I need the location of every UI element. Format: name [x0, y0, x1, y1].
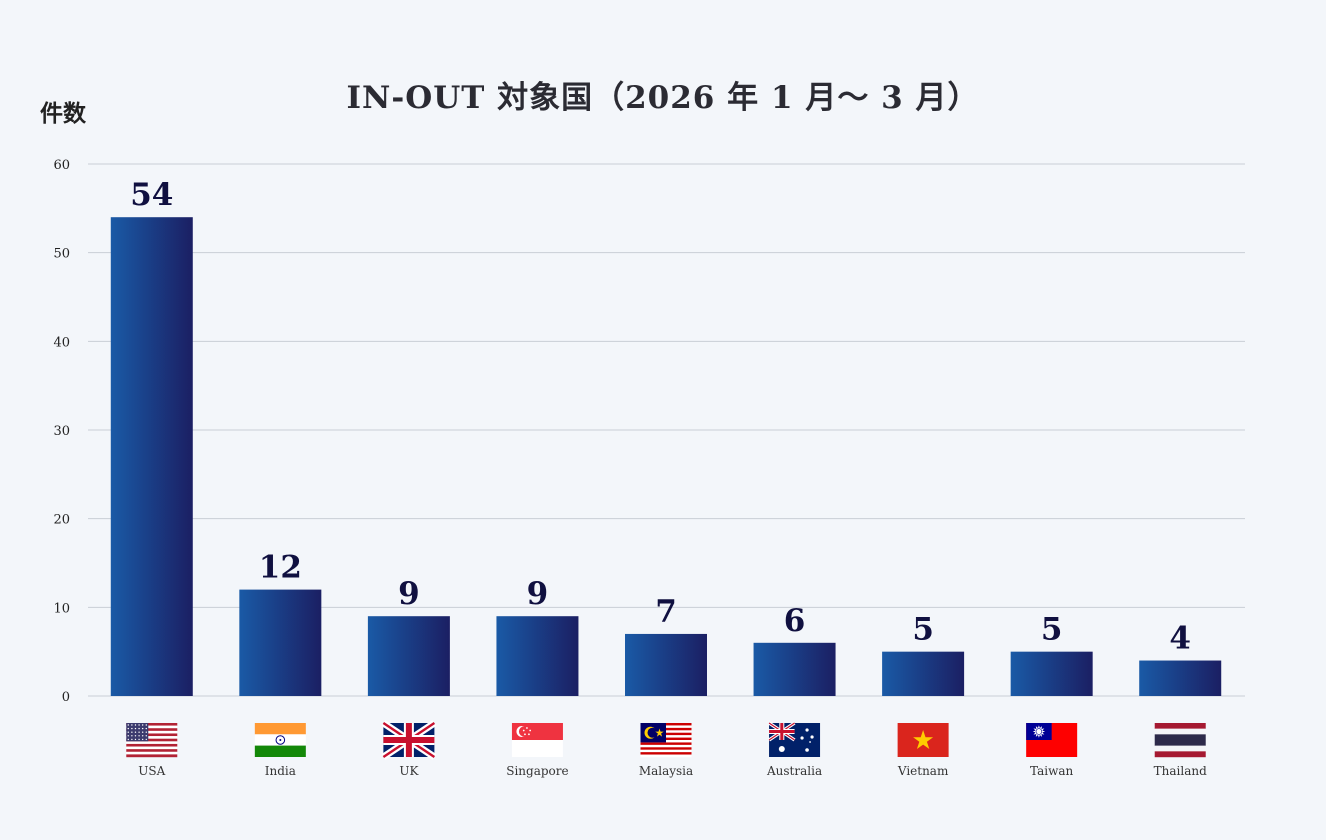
x-tick-label: UK	[399, 764, 419, 778]
y-axis-label: 件数	[40, 101, 86, 127]
bar-taiwan	[1010, 651, 1093, 696]
bar-value-label: 5	[912, 612, 934, 648]
y-tick-label: 0	[62, 690, 70, 705]
y-tick-label: 40	[53, 335, 70, 350]
australia-flag-icon	[768, 721, 821, 757]
bar-malaysia	[625, 633, 707, 696]
x-tick-label: Malaysia	[639, 764, 693, 778]
bar-usa	[110, 217, 193, 696]
taiwan-flag-icon	[1026, 723, 1078, 757]
y-tick-label: 50	[53, 247, 70, 262]
x-tick-label: Vietnam	[897, 764, 949, 778]
usa-flag-icon	[126, 723, 178, 758]
singapore-flag-icon	[511, 723, 563, 757]
vietnam-flag-icon	[897, 723, 949, 757]
chart-title: IN-OUT 対象国（2026 年 1 月〜 3 月）	[346, 80, 980, 116]
x-tick-label: India	[265, 764, 296, 778]
bar-uk	[367, 616, 450, 696]
x-tick-label: Taiwan	[1030, 764, 1073, 778]
malaysia-flag-icon	[640, 723, 692, 758]
thailand-flag-icon	[1154, 723, 1206, 758]
bar-australia	[753, 642, 836, 696]
bar-value-label: 4	[1169, 621, 1191, 657]
y-tick-label: 20	[53, 513, 70, 528]
bar-singapore	[496, 616, 579, 696]
x-tick-label: Australia	[766, 764, 822, 778]
india-flag-icon	[254, 723, 306, 757]
bar-value-label: 12	[259, 550, 302, 586]
bar-value-label: 5	[1041, 612, 1063, 648]
bar-india	[239, 589, 322, 696]
bar-value-label: 54	[130, 177, 173, 213]
bar-value-label: 7	[655, 594, 677, 630]
bar-value-label: 9	[398, 576, 420, 612]
x-tick-label: Thailand	[1154, 764, 1207, 778]
y-tick-label: 10	[53, 601, 70, 616]
bar-thailand	[1139, 660, 1222, 696]
x-tick-label: Singapore	[506, 764, 568, 778]
bar-value-label: 6	[784, 603, 806, 639]
bar-value-label: 9	[527, 576, 549, 612]
uk-flag-icon	[381, 720, 437, 760]
bar-vietnam	[882, 651, 965, 696]
x-tick-label: USA	[138, 764, 165, 778]
y-tick-label: 30	[53, 424, 70, 439]
y-tick-label: 60	[53, 158, 70, 173]
